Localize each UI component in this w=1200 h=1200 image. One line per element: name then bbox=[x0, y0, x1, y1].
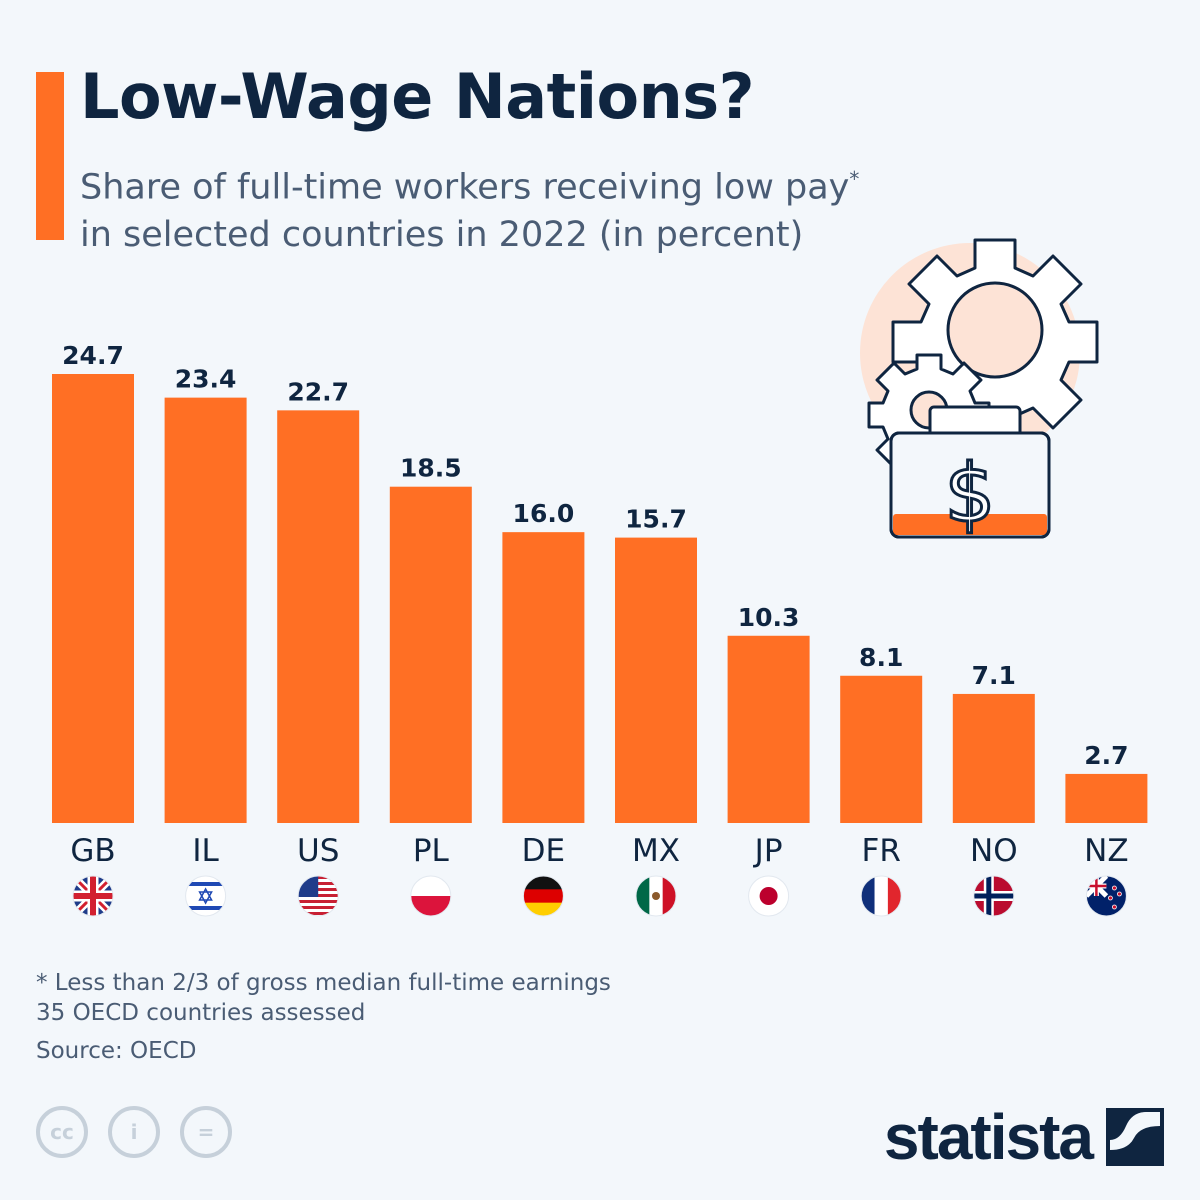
attribution-icon[interactable]: i bbox=[108, 1106, 160, 1158]
footnote-assessed: 35 OECD countries assessed bbox=[36, 1000, 366, 1026]
bar-NO bbox=[952, 693, 1035, 823]
statista-logo[interactable]: statista bbox=[884, 1100, 1164, 1174]
title-accent-bar bbox=[36, 72, 64, 240]
value-label: 8.1 bbox=[859, 643, 903, 672]
source: Source: OECD bbox=[36, 1038, 197, 1064]
cc-icon[interactable]: cc bbox=[36, 1106, 88, 1158]
subtitle-line-2: in selected countries in 2022 (in percen… bbox=[80, 214, 804, 255]
flag-border bbox=[1085, 875, 1127, 917]
brand-name: statista bbox=[883, 1101, 1094, 1173]
bar-IL bbox=[164, 397, 247, 823]
footnote-low-pay: * Less than 2/3 of gross median full-tim… bbox=[36, 970, 611, 996]
gears-and-money-box-icon: $ bbox=[860, 238, 1099, 542]
flag-border bbox=[185, 875, 227, 917]
value-label: 15.7 bbox=[625, 505, 687, 534]
israel-flag-icon bbox=[185, 876, 226, 916]
norway-flag-icon bbox=[973, 876, 1014, 916]
bar-GB bbox=[52, 374, 134, 823]
usa-flag-icon bbox=[298, 876, 339, 916]
flag-border bbox=[748, 875, 790, 917]
value-label: 10.3 bbox=[738, 603, 800, 632]
france-flag-icon bbox=[861, 876, 902, 916]
category-label: NZ bbox=[1084, 833, 1128, 869]
category-label: FR bbox=[862, 833, 901, 869]
statista-logo-icon bbox=[1106, 1108, 1164, 1166]
category-label: US bbox=[297, 833, 339, 869]
poland-flag-icon bbox=[410, 876, 451, 916]
bar-MX bbox=[615, 537, 697, 823]
category-label: IL bbox=[192, 833, 219, 869]
category-label: MX bbox=[632, 833, 680, 869]
value-label: 23.4 bbox=[175, 365, 237, 394]
bar-NZ bbox=[1065, 773, 1148, 823]
value-label: 24.7 bbox=[62, 341, 124, 370]
bar-PL bbox=[389, 486, 472, 823]
page-title: Low-Wage Nations? bbox=[80, 60, 755, 133]
uk-flag-icon bbox=[73, 876, 113, 916]
subtitle-asterisk: * bbox=[849, 167, 860, 191]
value-label: 22.7 bbox=[287, 377, 349, 406]
category-label: GB bbox=[70, 833, 115, 869]
value-label: 2.7 bbox=[1084, 741, 1128, 770]
subtitle-line-1: Share of full-time workers receiving low… bbox=[80, 167, 850, 208]
flag-border bbox=[297, 875, 339, 917]
category-label: NO bbox=[970, 833, 1018, 869]
mexico-flag-icon bbox=[636, 876, 676, 916]
category-label: PL bbox=[413, 833, 450, 869]
japan-flag-icon bbox=[748, 876, 789, 916]
bar-JP bbox=[727, 635, 810, 823]
category-label: DE bbox=[522, 833, 565, 869]
subtitle: Share of full-time workers receiving low… bbox=[80, 156, 900, 259]
value-label: 18.5 bbox=[400, 454, 462, 483]
germany-flag-icon bbox=[523, 876, 564, 916]
bar-US bbox=[277, 410, 360, 823]
bar-FR bbox=[840, 675, 923, 823]
no-derivatives-icon[interactable]: = bbox=[180, 1106, 232, 1158]
flag-border bbox=[522, 875, 564, 917]
flag-border bbox=[635, 875, 677, 917]
flag-border bbox=[72, 875, 114, 917]
bar-chart: 24.7 GB 23.4 IL 22.7 US 18.5 PL 16.0 DE 15.7 MX 10.3… bbox=[52, 341, 1148, 917]
value-label: 16.0 bbox=[513, 499, 575, 528]
flag-border bbox=[860, 875, 902, 917]
value-label: 7.1 bbox=[972, 661, 1016, 690]
bar-DE bbox=[502, 532, 585, 823]
flag-border bbox=[410, 875, 452, 917]
category-label: JP bbox=[753, 833, 783, 869]
svg-text:$: $ bbox=[945, 447, 996, 540]
flag-border bbox=[973, 875, 1015, 917]
